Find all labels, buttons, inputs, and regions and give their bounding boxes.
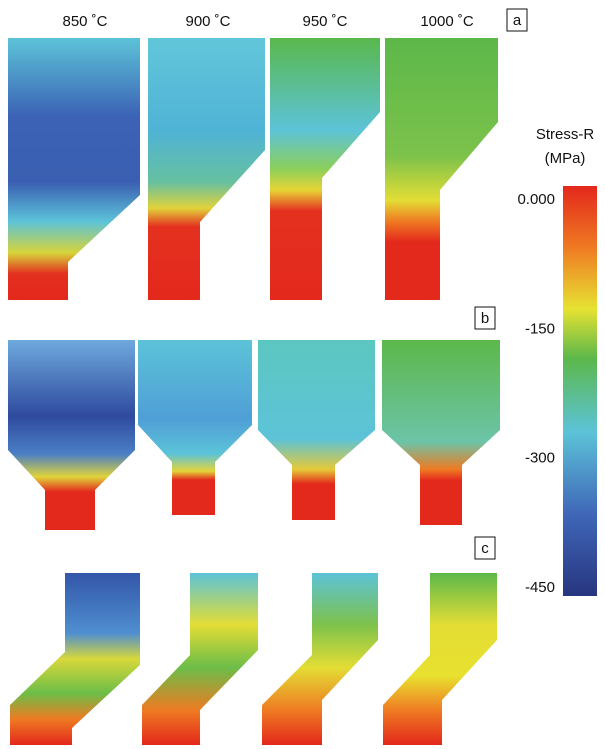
contour-shape <box>8 340 135 530</box>
colorbar-tick-label: 0.000 <box>517 191 555 208</box>
colorbar: Stress-R (MPa) 0.000 -150 -300 -450 <box>517 126 597 596</box>
column-header: 850 ˚C <box>62 13 107 30</box>
colorbar-tick-label: -150 <box>525 320 555 337</box>
panel-a: a <box>8 9 527 300</box>
panel-label: c <box>481 540 489 557</box>
colorbar-title: Stress-R <box>536 126 595 143</box>
colorbar-tick-label: -450 <box>525 579 555 596</box>
colorbar-tick-label: -300 <box>525 450 555 467</box>
column-headers: 850 ˚C 900 ˚C 950 ˚C 1000 ˚C <box>62 13 473 30</box>
panel-b: b <box>8 307 500 530</box>
column-header: 900 ˚C <box>185 13 230 30</box>
contour-shape <box>262 573 378 745</box>
contour-shape <box>383 573 497 745</box>
column-header: 950 ˚C <box>302 13 347 30</box>
panel-label: b <box>481 310 489 327</box>
contour-shape <box>382 340 500 525</box>
contour-shape <box>148 38 265 300</box>
panel-label: a <box>513 12 522 29</box>
contour-shape <box>8 38 140 300</box>
contour-shape <box>385 38 498 300</box>
contour-shape <box>138 340 252 515</box>
colorbar-gradient <box>563 186 597 596</box>
panel-c: c <box>10 537 497 745</box>
contour-shape <box>10 573 140 745</box>
colorbar-unit: (MPa) <box>545 150 586 167</box>
contour-shape <box>270 38 380 300</box>
contour-shape <box>142 573 258 745</box>
contour-shape <box>258 340 375 520</box>
figure: 850 ˚C 900 ˚C 950 ˚C 1000 ˚C a b c Stres… <box>0 0 605 749</box>
column-header: 1000 ˚C <box>420 13 474 30</box>
